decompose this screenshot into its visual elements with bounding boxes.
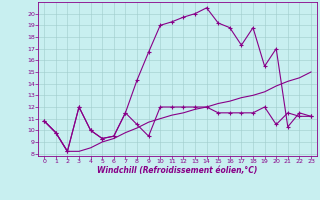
X-axis label: Windchill (Refroidissement éolien,°C): Windchill (Refroidissement éolien,°C): [97, 166, 258, 175]
